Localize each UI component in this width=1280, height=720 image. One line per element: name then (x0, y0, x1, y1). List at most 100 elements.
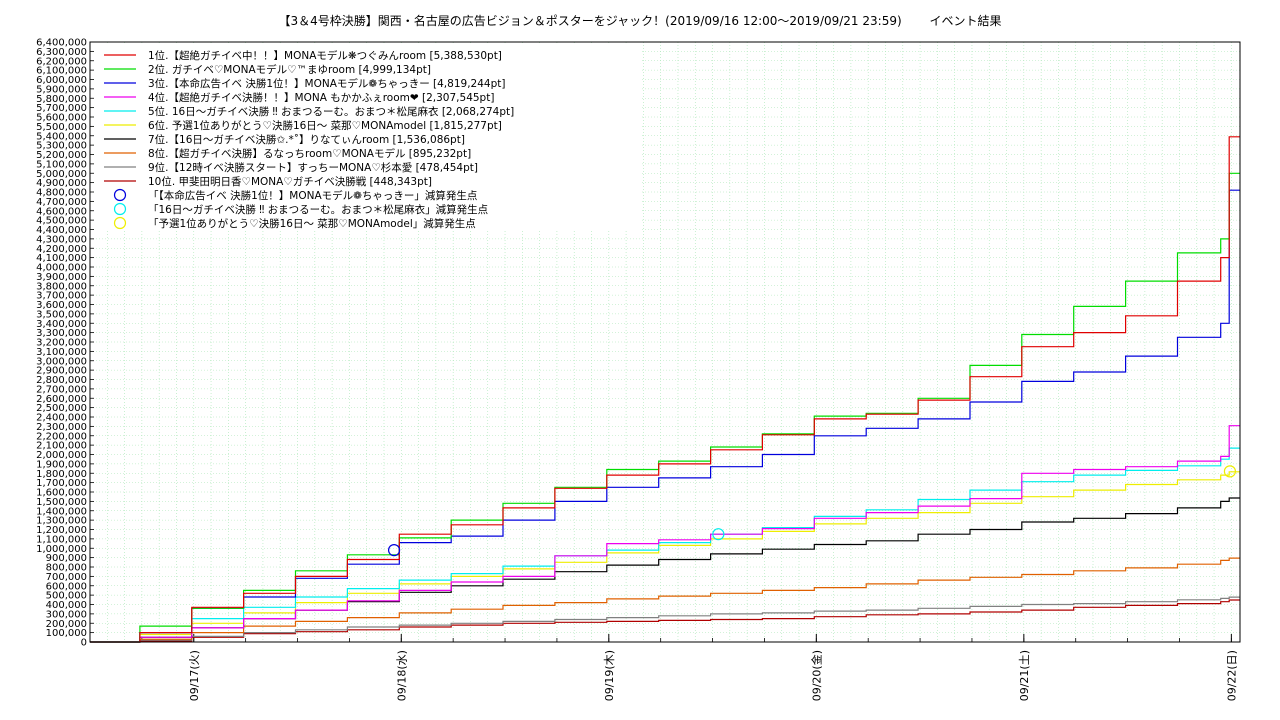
legend-entry-1: 1位.【超絶ガチイベ中！！】MONAモデル❋つぐみんroom [5,388,53… (148, 49, 502, 62)
y-tick-label: 4,100,000 (36, 253, 87, 264)
y-tick-label: 4,500,000 (36, 216, 87, 227)
legend-marker-entry-1: 「【本命広告イベ 決勝1位！】MONAモデル❁ちゃっきー」減算発生点 (148, 189, 477, 202)
deduction-marker-2 (712, 528, 725, 541)
deduction-marker-3 (1223, 465, 1237, 478)
legend-entry-4: 4位.【超絶ガチイベ決勝！！】MONA もかかふぇroom❤ [2,307,54… (148, 91, 494, 104)
y-tick-label: 1,100,000 (36, 534, 87, 545)
y-tick-label: 5,300,000 (36, 141, 87, 152)
y-tick-label: 5,200,000 (36, 150, 87, 161)
series-line-1 (90, 136, 1240, 643)
series-layer (90, 136, 1240, 643)
y-tick-label: 3,000,000 (36, 356, 87, 367)
chart-subtitle: イベント結果 (929, 14, 1002, 28)
y-tick-label: 5,700,000 (36, 103, 87, 114)
y-tick-label: 1,600,000 (36, 488, 87, 499)
series-line-6 (90, 471, 1240, 643)
y-tick-label: 300,000 (46, 609, 87, 620)
x-tick-label: 09/17(火) (188, 650, 201, 701)
y-tick-label: 1,300,000 (36, 516, 87, 527)
y-tick-label: 4,700,000 (36, 197, 87, 208)
y-tick-label: 6,200,000 (36, 56, 87, 67)
y-tick-label: 700,000 (46, 572, 87, 583)
x-tick-label: 09/21(土) (1018, 650, 1031, 701)
y-tick-label: 2,500,000 (36, 403, 87, 414)
legend-entry-9: 9位.【12時イベ決勝スタート】すっちーMONA♡杉本愛 [478,454pt] (148, 161, 478, 174)
y-tick-label: 5,500,000 (36, 122, 87, 133)
marker-layer (387, 465, 1237, 557)
y-tick-label: 3,500,000 (36, 309, 87, 320)
y-tick-label: 2,000,000 (36, 450, 87, 461)
y-tick-label: 3,900,000 (36, 272, 87, 283)
y-tick-label: 3,600,000 (36, 300, 87, 311)
y-tick-label: 2,800,000 (36, 375, 87, 386)
plot-frame (89, 41, 1241, 643)
y-tick-label: 1,800,000 (36, 469, 87, 480)
y-tick-label: 2,900,000 (36, 366, 87, 377)
series-line-3 (90, 189, 1240, 643)
legend-entry-8: 8位.【超ガチイベ決勝】るなっちroom♡MONAモデル [895,232pt] (148, 147, 471, 160)
y-tick-label: 5,600,000 (36, 113, 87, 124)
x-tick-label: 09/19(木) (603, 650, 616, 701)
y-tick-label: 6,300,000 (36, 47, 87, 58)
y-tick-label: 6,100,000 (36, 66, 87, 77)
legend-marker-entry-3: 「予選1位ありがとう♡決勝16日〜 菜那♡MONAmodel」減算発生点 (148, 217, 476, 230)
legend-entry-6: 6位. 予選1位ありがとう♡決勝16日〜 菜那♡MONAmodel [1,815… (148, 119, 502, 132)
y-tick-label: 2,600,000 (36, 394, 87, 405)
y-tick-label: 4,000,000 (36, 263, 87, 274)
y-tick-label: 500,000 (46, 591, 87, 602)
y-tick-label: 2,700,000 (36, 384, 87, 395)
y-tick-label: 3,200,000 (36, 338, 87, 349)
chart-title: 【3＆4号枠決勝】関西・名古屋の広告ビジョン＆ポスターをジャック！(2019/0… (278, 14, 902, 28)
legend: 1位.【超絶ガチイベ中！！】MONAモデル❋つぐみんroom [5,388,53… (94, 44, 642, 230)
y-tick-label: 5,900,000 (36, 84, 87, 95)
y-tick-label: 2,100,000 (36, 441, 87, 452)
x-tick-label: 09/20(金) (809, 650, 823, 701)
y-tick-label: 400,000 (46, 600, 87, 611)
y-tick-label: 0 (81, 638, 87, 649)
y-tick-label: 4,900,000 (36, 178, 87, 189)
series-line-10 (90, 599, 1240, 643)
legend-entry-7: 7位.【16日〜ガチイベ決勝✩.*˚】りなてぃんroom [1,536,086p… (148, 133, 465, 146)
x-tick-label: 09/22(日) (1225, 650, 1238, 701)
y-tick-label: 4,600,000 (36, 206, 87, 217)
y-tick-label: 3,700,000 (36, 291, 87, 302)
y-tick-label: 1,400,000 (36, 506, 87, 517)
series-line-4 (90, 425, 1240, 643)
y-tick-label: 1,700,000 (36, 478, 87, 489)
series-line-9 (90, 596, 1240, 643)
legend-marker-swatch-1 (113, 188, 127, 202)
y-tick-label: 200,000 (46, 619, 87, 630)
y-tick-label: 1,900,000 (36, 459, 87, 470)
y-tick-label: 4,300,000 (36, 234, 87, 245)
y-tick-label: 1,200,000 (36, 525, 87, 536)
y-tick-label: 5,000,000 (36, 169, 87, 180)
series-line-8 (90, 557, 1240, 643)
legend-marker-swatch-2 (113, 202, 127, 216)
y-tick-label: 1,500,000 (36, 497, 87, 508)
y-tick-label: 5,100,000 (36, 159, 87, 170)
legend-entry-10: 10位. 甲斐田明日香♡MONA♡ガチイベ決勝戦 [448,343pt] (148, 175, 432, 188)
legend-marker-swatch-3 (113, 216, 127, 230)
y-tick-label: 3,100,000 (36, 347, 87, 358)
legend-entry-5: 5位. 16日〜ガチイベ決勝 ‼ おまつるーむ。おまつ＊松尾麻衣 [2,068,… (148, 105, 514, 118)
y-tick-label: 800,000 (46, 563, 87, 574)
deduction-marker-1 (387, 544, 401, 557)
legend-background (94, 44, 642, 230)
y-tick-label: 6,000,000 (36, 75, 87, 86)
y-tick-label: 4,400,000 (36, 225, 87, 236)
y-tick-label: 3,400,000 (36, 319, 87, 330)
y-tick-label: 3,800,000 (36, 281, 87, 292)
x-axis: 09/17(火) 09/18(水) 09/19(木) 09/20(金) 09/21(土)… (89, 634, 1238, 701)
y-tick-label: 100,000 (46, 628, 87, 639)
y-tick-label: 2,400,000 (36, 413, 87, 424)
series-line-2 (90, 172, 1240, 643)
y-tick-label: 2,200,000 (36, 431, 87, 442)
x-tick-label: 09/18(水) (395, 650, 408, 701)
y-tick-label: 4,800,000 (36, 188, 87, 199)
y-tick-label: 5,400,000 (36, 131, 87, 142)
legend-marker-entry-2: 「16日〜ガチイベ決勝 ‼ おまつるーむ。おまつ＊松尾麻衣」減算発生点 (148, 203, 488, 216)
y-axis: 0100,000200,000300,000400,000500,000600,… (36, 38, 94, 649)
y-tick-label: 4,200,000 (36, 244, 87, 255)
y-tick-label: 1,000,000 (36, 544, 87, 555)
